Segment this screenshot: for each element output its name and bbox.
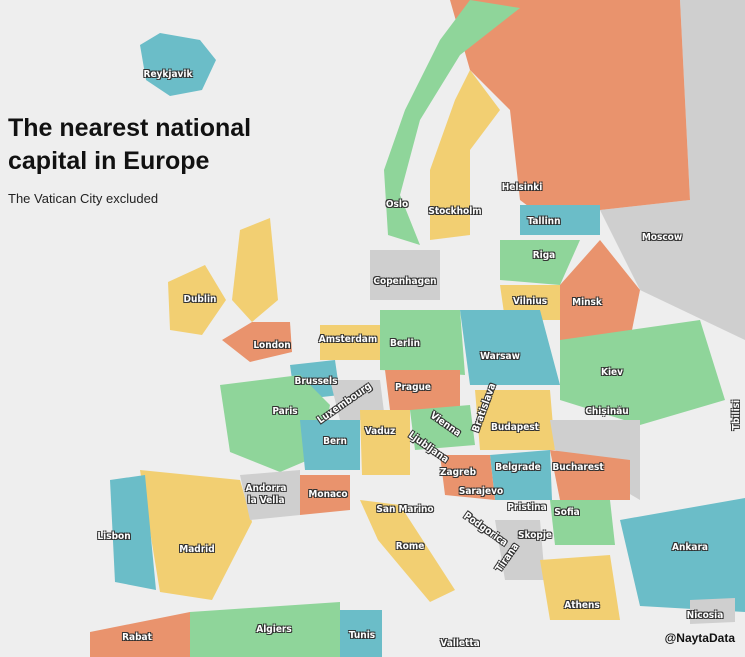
city-label: Lisbon bbox=[97, 531, 131, 542]
city-label: Rome bbox=[395, 541, 425, 552]
city-label: Budapest bbox=[491, 422, 539, 433]
swiss-region bbox=[300, 420, 360, 470]
city-label: Vaduz bbox=[364, 426, 396, 437]
city-label: Zagreb bbox=[439, 467, 477, 478]
city-label: Ankara bbox=[672, 542, 708, 553]
city-label: Rabat bbox=[122, 632, 152, 643]
bulgaria-region bbox=[550, 500, 615, 545]
algeria bbox=[190, 602, 340, 657]
romania-region bbox=[550, 450, 630, 500]
morocco bbox=[90, 612, 190, 657]
credit: @NaytaData bbox=[664, 631, 735, 645]
city-label: Minsk bbox=[572, 297, 602, 308]
city-label: Valletta bbox=[440, 638, 480, 649]
city-label: Tunis bbox=[348, 630, 376, 641]
city-label: Warsaw bbox=[480, 351, 520, 362]
britain-south bbox=[222, 322, 292, 362]
city-label: Tbilisi bbox=[731, 399, 742, 431]
city-label: Dublin bbox=[183, 294, 217, 305]
ireland bbox=[168, 265, 226, 335]
germany-region bbox=[380, 310, 465, 375]
title: The nearest national capital in Europe bbox=[8, 114, 252, 175]
city-label: Pristina bbox=[507, 502, 547, 513]
city-label: Vilnius bbox=[512, 296, 548, 307]
sweden-region bbox=[430, 70, 500, 240]
city-label: Madrid bbox=[179, 544, 215, 555]
albania-region bbox=[495, 520, 545, 580]
city-label: Andorra la Vella bbox=[245, 483, 287, 506]
spain bbox=[140, 470, 252, 600]
netherlands-region bbox=[320, 325, 380, 360]
france-region bbox=[220, 375, 330, 472]
city-label: Reykjavik bbox=[143, 69, 193, 80]
cyprus bbox=[690, 598, 735, 624]
city-label: San Marino bbox=[376, 504, 434, 515]
city-label: Nicosia bbox=[686, 610, 724, 621]
subtitle: The Vatican City excluded bbox=[8, 191, 159, 206]
city-label: Bucharest bbox=[552, 462, 604, 473]
city-label: Algiers bbox=[256, 624, 292, 635]
city-label: Tallinn bbox=[527, 216, 561, 227]
city-label: Prague bbox=[394, 382, 432, 393]
city-label: Belgrade bbox=[495, 462, 541, 473]
city-label: Chișinău bbox=[585, 406, 629, 417]
czech-region bbox=[385, 370, 460, 410]
city-label: Moscow bbox=[641, 232, 683, 243]
ukraine-region bbox=[560, 320, 725, 425]
city-label: Sarajevo bbox=[458, 486, 504, 497]
finland-region bbox=[450, 0, 690, 230]
denmark-region bbox=[370, 250, 440, 300]
estonia-region bbox=[520, 205, 600, 235]
city-label: Riga bbox=[532, 250, 556, 261]
city-label: Stockholm bbox=[428, 206, 482, 217]
austria-region bbox=[410, 405, 475, 450]
city-label: Brussels bbox=[294, 376, 338, 387]
andorra-region bbox=[240, 470, 300, 520]
greece bbox=[540, 555, 620, 620]
city-label: Kiev bbox=[600, 367, 624, 378]
city-label: Sofia bbox=[554, 507, 580, 518]
city-label: Berlin bbox=[390, 338, 420, 349]
latvia-region bbox=[500, 240, 580, 285]
belarus-region bbox=[560, 240, 640, 340]
city-label: Copenhagen bbox=[373, 276, 437, 287]
city-label: Paris bbox=[272, 406, 298, 417]
city-label: London bbox=[253, 340, 291, 351]
city-label: Amsterdam bbox=[318, 334, 378, 345]
poland-region bbox=[460, 310, 560, 385]
hungary-region bbox=[475, 390, 555, 450]
turkey bbox=[620, 498, 745, 612]
city-label: Oslo bbox=[385, 199, 409, 210]
city-label: Skopje bbox=[518, 530, 552, 541]
serbia-region bbox=[490, 450, 552, 500]
britain-north bbox=[232, 218, 278, 322]
russia bbox=[600, 0, 745, 340]
tunisia bbox=[340, 610, 382, 657]
italy bbox=[360, 500, 455, 602]
city-label: Bern bbox=[323, 436, 347, 447]
monaco-region bbox=[300, 475, 350, 515]
liechtenstein-region bbox=[360, 410, 410, 475]
iceland bbox=[140, 33, 216, 96]
city-label: Helsinki bbox=[501, 182, 543, 193]
city-label: Monaco bbox=[308, 489, 348, 500]
portugal bbox=[110, 475, 156, 590]
norway-region bbox=[384, 0, 520, 245]
city-label: Athens bbox=[564, 600, 600, 611]
croatia-region bbox=[440, 455, 495, 500]
